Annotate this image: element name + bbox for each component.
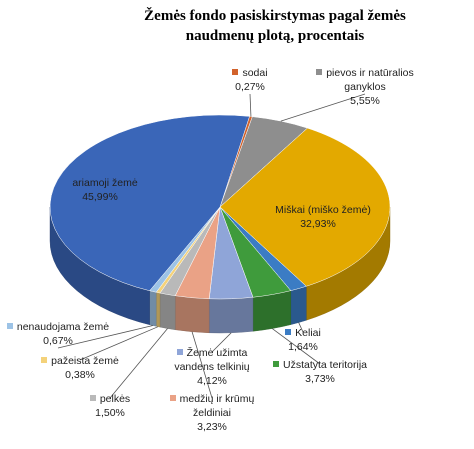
value-label: 5,55%: [350, 95, 380, 107]
data-label: medžių ir krūmų želdiniai 3,23%: [157, 392, 267, 434]
leader-line: [191, 331, 213, 399]
slice-side: [159, 292, 176, 330]
slice-side: [290, 285, 307, 325]
value-label: 0,38%: [65, 369, 95, 381]
data-label: ariamoji žemė 45,99%: [45, 176, 155, 204]
value-label: 0,67%: [43, 335, 73, 347]
leader-line: [109, 328, 168, 399]
legend-marker: [265, 206, 272, 212]
value-label: 1,64%: [288, 341, 318, 353]
chart-title: Žemės fondo pasiskirstymas pagal žemės n…: [144, 8, 406, 44]
category-label: pažeista žemė: [51, 355, 119, 367]
category-label: medžių ir krūmų želdiniai: [179, 393, 255, 419]
leader-line: [298, 322, 304, 333]
leader-line: [79, 326, 159, 361]
legend-marker: [176, 349, 183, 355]
slice-side: [208, 297, 254, 334]
category-label: sodai: [242, 67, 268, 79]
legend-marker: [6, 323, 13, 329]
value-label: 4,12%: [197, 375, 227, 387]
legend-marker: [316, 69, 323, 75]
category-label: pievos ir natūralios ganyklos: [326, 67, 414, 93]
value-label: 45,99%: [82, 191, 118, 203]
data-label: pievos ir natūralios ganyklos 5,55%: [300, 66, 430, 108]
data-label: Miškai (miško žemė) 32,93%: [258, 203, 378, 231]
legend-marker: [285, 329, 292, 335]
data-label: Užstatyta teritorija 3,73%: [255, 358, 385, 386]
data-label: sodai 0,27%: [220, 66, 280, 94]
leader-line: [211, 332, 232, 353]
legend-marker: [41, 357, 48, 363]
leader-line: [57, 325, 153, 349]
category-label: ariamoji žemė: [72, 177, 138, 189]
category-label: Žemė užimta vandens telkinių: [174, 347, 250, 373]
value-label: 32,93%: [300, 218, 336, 230]
leader-line: [272, 328, 321, 365]
data-label: Žemė užimta vandens telkinių 4,12%: [157, 346, 267, 388]
data-label: nenaudojama žemė 0,67%: [0, 320, 118, 348]
data-label: pelkės 1,50%: [80, 392, 140, 420]
category-label: nenaudojama žemė: [16, 321, 110, 333]
slice: [49, 114, 250, 292]
legend-marker: [232, 69, 239, 75]
legend-marker: [272, 361, 279, 367]
legend-marker: [89, 395, 96, 401]
slice-side: [156, 292, 161, 328]
category-label: Miškai (miško žemė): [275, 204, 371, 216]
category-label: Keliai: [295, 327, 321, 339]
value-label: 0,27%: [235, 81, 265, 93]
legend-marker: [169, 395, 176, 401]
slice-side: [149, 290, 157, 327]
data-label: Keliai 1,64%: [273, 326, 333, 354]
category-label: Užstatyta teritorija: [282, 359, 368, 371]
data-label: pažeista žemė 0,38%: [35, 354, 125, 382]
slice-side: [175, 295, 210, 334]
leader-line: [249, 93, 252, 117]
category-label: pelkės: [99, 393, 131, 405]
value-label: 3,23%: [197, 421, 227, 433]
slice: [219, 127, 391, 287]
value-label: 3,73%: [305, 373, 335, 385]
leader-line: [280, 93, 366, 122]
legend-marker: [62, 179, 69, 185]
value-label: 1,50%: [95, 407, 125, 419]
